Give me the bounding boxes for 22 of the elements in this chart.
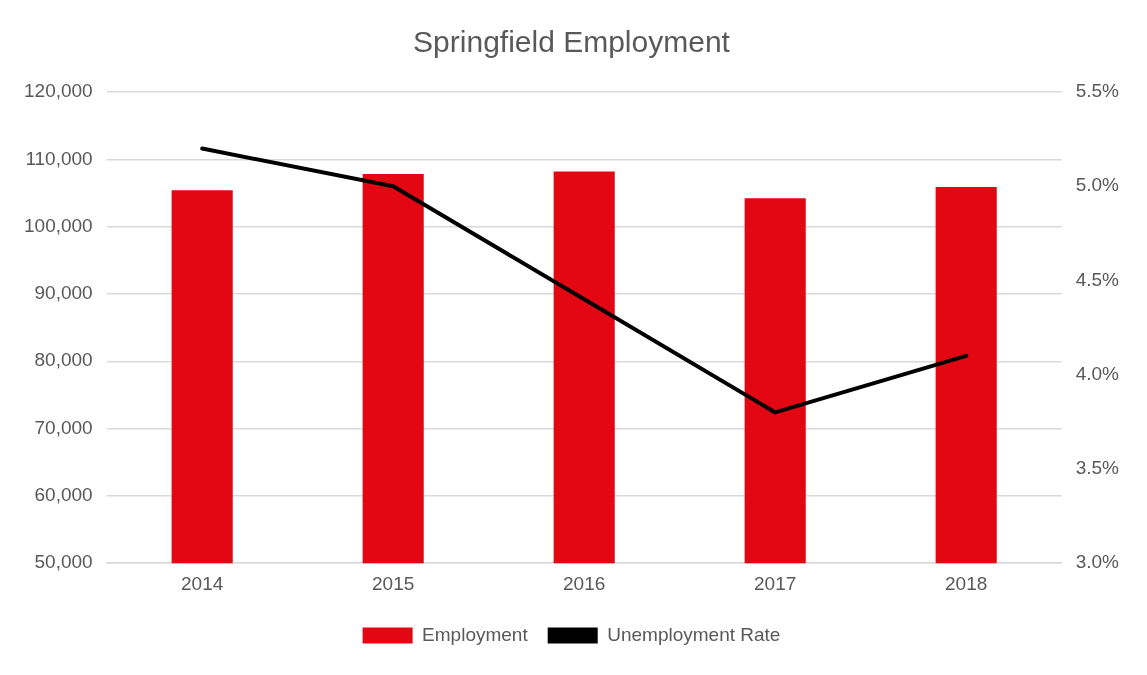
x-tick-label: 2016 bbox=[563, 572, 606, 594]
x-tick-label: 2018 bbox=[945, 572, 988, 594]
legend-label: Employment bbox=[422, 623, 529, 645]
y-tick-label: 50,000 bbox=[34, 551, 93, 573]
x-tick-label: 2014 bbox=[181, 572, 224, 594]
legend-label: Unemployment Rate bbox=[607, 623, 781, 645]
y-tick-label: 90,000 bbox=[34, 282, 93, 304]
y-tick-label: 120,000 bbox=[23, 80, 93, 102]
y-tick-label: 100,000 bbox=[23, 214, 93, 236]
y-tick-label: 60,000 bbox=[34, 484, 93, 506]
chart-title: Springfield Employment bbox=[413, 25, 731, 59]
x-tick-label: 2017 bbox=[754, 572, 797, 594]
x-tick-label: 2015 bbox=[372, 572, 415, 594]
y2-tick-label: 5.5% bbox=[1075, 80, 1120, 102]
y-tick-label: 80,000 bbox=[34, 349, 93, 371]
y2-tick-label: 3.5% bbox=[1075, 457, 1120, 479]
y-tick-label: 70,000 bbox=[34, 416, 93, 438]
y2-tick-label: 4.0% bbox=[1075, 362, 1120, 384]
y2-tick-label: 4.5% bbox=[1075, 268, 1120, 290]
y-tick-label: 110,000 bbox=[25, 147, 93, 169]
y2-tick-label: 5.0% bbox=[1075, 174, 1120, 196]
y2-tick-label: 3.0% bbox=[1075, 551, 1120, 573]
